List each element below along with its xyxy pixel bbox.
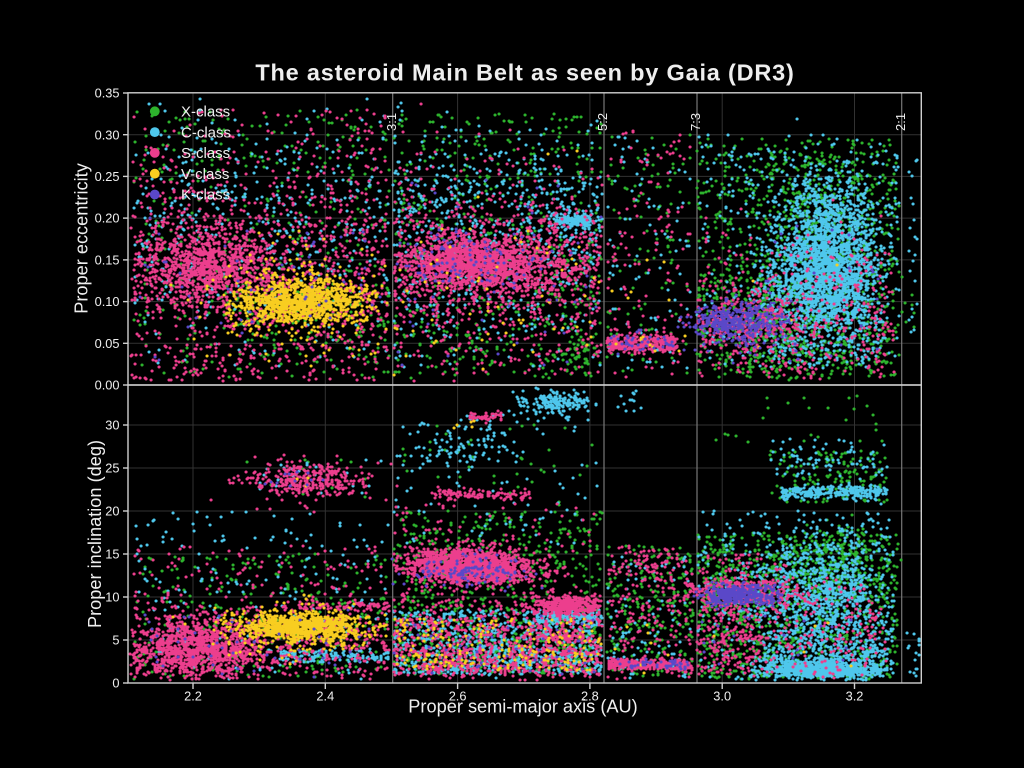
svg-text:0.20: 0.20 [95,211,120,226]
svg-text:0.30: 0.30 [95,127,120,142]
svg-text:2.6: 2.6 [449,689,467,704]
svg-text:The asteroid Main Belt as seen: The asteroid Main Belt as seen by Gaia (… [255,59,794,85]
svg-text:2:1: 2:1 [893,113,908,131]
svg-text:0.25: 0.25 [95,169,120,184]
svg-text:0.10: 0.10 [95,294,120,309]
svg-text:0.35: 0.35 [95,86,120,101]
svg-text:5: 5 [112,633,119,648]
svg-text:3.0: 3.0 [713,689,731,704]
svg-text:Proper semi-major axis (AU): Proper semi-major axis (AU) [408,697,637,717]
svg-text:Proper eccentricity: Proper eccentricity [72,162,92,314]
svg-text:2.2: 2.2 [184,689,202,704]
svg-text:K-class: K-class [181,187,230,204]
svg-text:Proper inclination (deg): Proper inclination (deg) [85,440,105,628]
svg-text:S-class: S-class [181,145,230,162]
svg-text:10: 10 [105,590,119,605]
svg-text:X-class: X-class [181,104,230,121]
svg-text:0.00: 0.00 [95,378,120,393]
svg-text:0.05: 0.05 [95,336,120,351]
svg-text:2.8: 2.8 [581,689,599,704]
svg-text:0.15: 0.15 [95,253,120,268]
svg-text:20: 20 [105,504,119,519]
svg-text:3.2: 3.2 [846,689,864,704]
svg-text:3:1: 3:1 [384,113,399,131]
svg-text:0: 0 [112,676,119,691]
svg-text:V-class: V-class [181,166,229,183]
svg-text:C-class: C-class [181,124,231,141]
svg-text:2.4: 2.4 [316,689,334,704]
svg-text:30: 30 [105,418,119,433]
svg-text:25: 25 [105,461,119,476]
svg-text:5:2: 5:2 [595,113,610,131]
svg-text:15: 15 [105,547,119,562]
svg-text:7:3: 7:3 [688,113,703,131]
